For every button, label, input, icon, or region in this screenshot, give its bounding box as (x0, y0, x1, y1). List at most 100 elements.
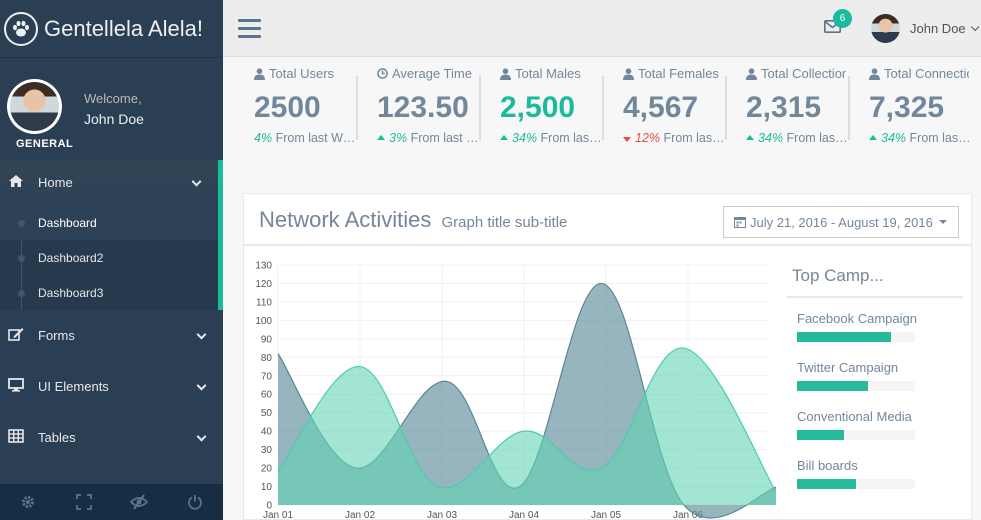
sidebar-item-label: Tables (38, 430, 76, 445)
campaigns-title: Top Camp... (787, 248, 963, 298)
y-tick-label: 90 (261, 334, 273, 345)
x-tick-label: Jan 02 (345, 510, 375, 520)
series-area-2 (278, 348, 776, 505)
campaign-name: Twitter Campaign (797, 360, 899, 375)
campaign-progress-fill (797, 479, 856, 489)
tile-count: 2500 (254, 91, 321, 124)
tile-label: Average Time (377, 66, 477, 81)
brand[interactable]: Gentellela Alela! (0, 0, 223, 57)
date-range-text: July 21, 2016 - August 19, 2016 (750, 214, 933, 230)
x-tick-label: Jan 01 (263, 510, 293, 520)
y-tick-label: 120 (255, 279, 272, 290)
y-tick-label: 30 (261, 445, 273, 456)
chevron-down-icon (196, 431, 207, 442)
y-tick-label: 60 (261, 390, 273, 401)
home-submenu: Dashboard Dashboard2 Dashboard3 (0, 205, 223, 310)
stat-tile: Total Connections 7,325 34% From last Week (858, 66, 981, 162)
campaign-progress-fill (797, 381, 868, 391)
profile-name: John Doe (84, 111, 144, 127)
fullscreen-icon[interactable] (56, 484, 112, 520)
tile-change: 34% From last Week (500, 131, 604, 145)
tile-change-pct: 34% (758, 131, 784, 145)
y-tick-label: 40 (261, 427, 273, 438)
campaign-progress (797, 332, 915, 342)
chevron-down-icon (196, 329, 207, 340)
campaign-progress (797, 430, 915, 440)
tile-label: Total Females (623, 66, 723, 81)
y-tick-label: 100 (255, 316, 272, 327)
edit-icon (8, 327, 30, 345)
tile-change-suffix: From last Week (540, 131, 604, 145)
sidebar-item-dashboard2[interactable]: Dashboard2 (0, 240, 218, 275)
sort-desc-icon (623, 137, 631, 142)
stat-tile: Average Time 123.50 3% From last Week (366, 66, 489, 162)
campaign-progress-fill (797, 332, 892, 342)
tile-change-suffix: From last Week (786, 131, 850, 145)
y-tick-label: 110 (256, 297, 272, 308)
stat-tile: Total Females 4,567 12% From last Week (612, 66, 735, 162)
campaign-name: Bill boards (797, 458, 858, 473)
tile-label: Total Connections (869, 66, 969, 81)
sidebar-item-tables[interactable]: Tables (0, 412, 223, 463)
sidebar-footer (0, 484, 223, 520)
y-tick-label: 0 (266, 501, 272, 512)
tile-change-pct: 34% (512, 131, 538, 145)
tile-label: Total Users (254, 66, 354, 81)
sidebar-item-forms[interactable]: Forms (0, 310, 223, 361)
campaign-name: Conventional Media (797, 409, 912, 424)
y-tick-label: 80 (261, 353, 273, 364)
sort-asc-icon (869, 135, 877, 140)
campaign-item: Facebook Campaign (787, 311, 963, 342)
sidebar-item-dashboard[interactable]: Dashboard (0, 205, 218, 240)
tile-count: 2,315 (746, 91, 822, 124)
tile-label: Total Males (500, 66, 600, 81)
tile-count-row: Total Users 2500 4% From last Week Average … (243, 66, 981, 162)
user-profile-menu[interactable]: John Doe (871, 14, 980, 43)
user-icon (500, 67, 515, 80)
y-tick-label: 50 (261, 408, 273, 419)
campaign-progress (797, 381, 915, 391)
campaign-item: Bill boards (787, 458, 963, 489)
chevron-down-icon (191, 176, 202, 187)
tile-change: 3% From last Week (377, 131, 481, 145)
top-nav: 6 John Doe (223, 0, 981, 57)
sort-asc-icon (500, 135, 508, 140)
sidebar-item-ui-elements[interactable]: UI Elements (0, 361, 223, 412)
menu-toggle-icon[interactable] (238, 19, 261, 43)
network-activities-panel: Network Activities Graph title sub-title… (243, 193, 972, 520)
tile-change-suffix: From last Week (275, 131, 358, 145)
network-chart: 0 10 20 30 40 50 60 70 80 90 100 110 120 130 Jan 01 Jan… (255, 261, 776, 520)
chevron-down-icon (970, 22, 980, 31)
stat-tile: Total Users 2500 4% From last Week (243, 66, 366, 162)
avatar (7, 79, 62, 134)
campaign-item: Conventional Media (787, 409, 963, 440)
panel-title-text: Network Activities (259, 207, 432, 232)
tile-change-suffix: From last Week (410, 131, 481, 145)
settings-icon[interactable] (0, 484, 56, 520)
user-icon (254, 67, 269, 80)
campaign-item: Twitter Campaign (787, 360, 963, 391)
user-name: John Doe (910, 21, 966, 36)
eye-close-icon[interactable] (112, 484, 168, 520)
stat-tile: Total Collections 2,315 34% From last Week (735, 66, 858, 162)
x-tick-label: Jan 03 (427, 510, 457, 520)
y-tick-label: 130 (255, 261, 272, 272)
date-range-picker[interactable]: July 21, 2016 - August 19, 2016 (723, 206, 959, 238)
tile-change-suffix: From last Week (663, 131, 727, 145)
profile: Welcome, John Doe (0, 57, 223, 160)
tile-count: 4,567 (623, 91, 699, 124)
campaign-progress-fill (797, 430, 845, 440)
sidebar-item-dashboard3[interactable]: Dashboard3 (0, 275, 218, 310)
logout-icon[interactable] (167, 484, 223, 520)
y-tick-label: 10 (261, 482, 273, 493)
tile-change: 34% From last Week (746, 131, 850, 145)
chevron-down-icon (196, 380, 207, 391)
avatar (871, 14, 900, 43)
user-icon (869, 67, 884, 80)
tile-change: 4% From last Week (254, 131, 358, 145)
tile-change-pct: 34% (881, 131, 907, 145)
tile-count: 123.50 (377, 91, 469, 124)
panel-header: Network Activities Graph title sub-title… (244, 194, 971, 246)
sidebar-item-home[interactable]: Home (0, 160, 223, 205)
brand-title: Gentellela Alela! (44, 15, 203, 41)
